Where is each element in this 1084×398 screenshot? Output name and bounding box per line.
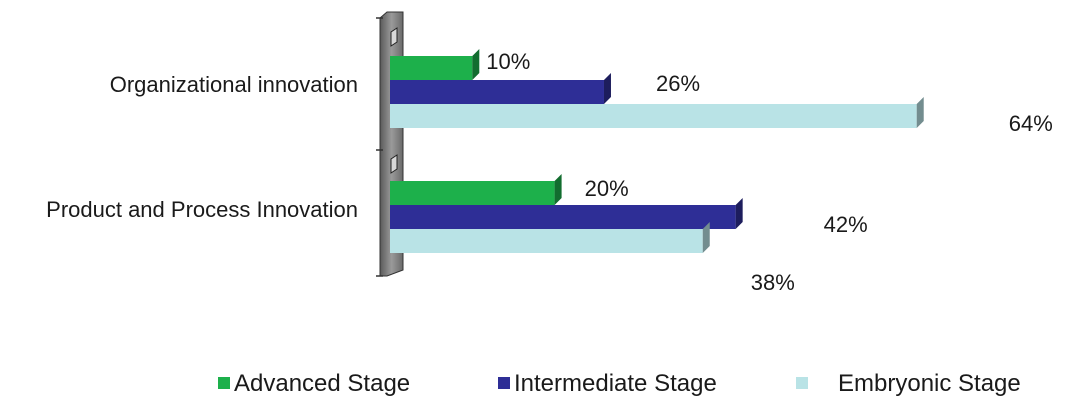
category-labels: Organizational innovation Product and Pro… bbox=[46, 72, 358, 222]
bar-side bbox=[603, 73, 611, 104]
axis-notch bbox=[390, 154, 398, 174]
value-labels: 10% 26% 64% 20% 42% 38% bbox=[486, 49, 1052, 295]
bar-side bbox=[472, 49, 480, 80]
bars bbox=[390, 49, 924, 253]
bar-side bbox=[554, 174, 562, 205]
data-label: 10% bbox=[486, 49, 530, 74]
legend-entry: Intermediate Stage bbox=[514, 370, 717, 397]
bar bbox=[390, 205, 736, 229]
bar bbox=[390, 56, 473, 80]
legend-swatch bbox=[796, 377, 808, 389]
data-label: 64% bbox=[1009, 111, 1053, 136]
data-label: 20% bbox=[585, 176, 629, 201]
legend-swatch bbox=[218, 377, 230, 389]
axis-notch bbox=[390, 27, 398, 47]
category-label: Product and Process Innovation bbox=[46, 197, 358, 222]
bar bbox=[390, 229, 703, 253]
legend-entry: Advanced Stage bbox=[234, 370, 410, 397]
bar bbox=[390, 181, 555, 205]
legend-entry: Embryonic Stage bbox=[838, 370, 1021, 397]
legend: Advanced Stage Intermediate Stage Embryoni… bbox=[218, 370, 1021, 397]
data-label: 26% bbox=[656, 71, 700, 96]
data-label: 38% bbox=[751, 270, 795, 295]
category-label: Organizational innovation bbox=[110, 72, 358, 97]
bar-side bbox=[735, 198, 743, 229]
legend-swatch bbox=[498, 377, 510, 389]
data-label: 42% bbox=[824, 212, 868, 237]
bar bbox=[390, 104, 917, 128]
bar-side bbox=[702, 222, 710, 253]
bar bbox=[390, 80, 604, 104]
bar-side bbox=[916, 97, 924, 128]
